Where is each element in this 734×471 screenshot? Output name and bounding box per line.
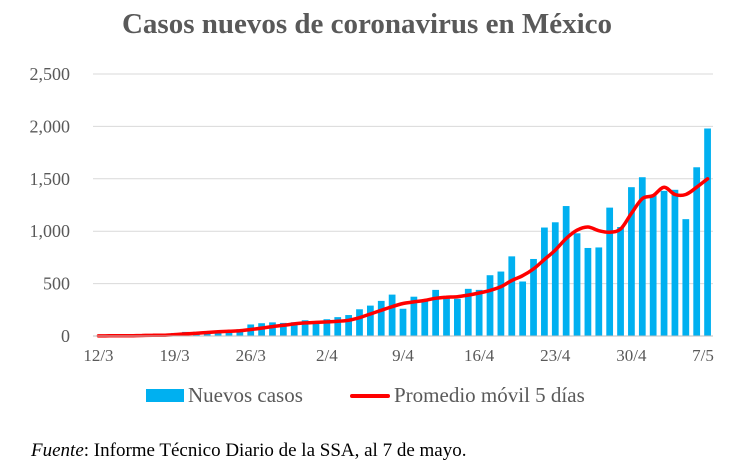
bar [682, 219, 690, 336]
x-tick-label: 19/3 [159, 346, 189, 365]
legend-item-nuevos-casos: Nuevos casos [146, 383, 303, 408]
y-tick-label: 2,000 [30, 116, 71, 136]
x-tick-label: 30/4 [616, 346, 647, 365]
bar [345, 315, 352, 336]
bar [410, 296, 418, 336]
bar [464, 288, 472, 336]
bar [530, 258, 537, 336]
x-tick-label: 2/4 [316, 346, 338, 365]
source-note: Fuente: Informe Técnico Diario de la SSA… [31, 440, 466, 462]
bar [704, 128, 711, 336]
bar [573, 233, 581, 336]
bar [628, 187, 635, 336]
bar [236, 329, 244, 336]
bar [551, 222, 559, 336]
bar [562, 206, 570, 336]
bar [519, 281, 527, 336]
x-tick-label: 9/4 [392, 346, 414, 365]
bar [356, 309, 363, 336]
bar [584, 247, 592, 336]
x-tick-label: 23/4 [540, 346, 571, 365]
y-tick-label: 1,500 [30, 169, 71, 189]
bar [225, 330, 233, 336]
bar [443, 297, 450, 336]
line-series [96, 177, 710, 338]
y-tick-label: 2,500 [30, 64, 71, 84]
legend-item-promedio-movil: Promedio móvil 5 días [350, 383, 585, 408]
y-tick-label: 1,000 [30, 221, 71, 241]
bar [486, 275, 494, 336]
source-text: : Informe Técnico Diario de la SSA, al 7… [83, 440, 467, 461]
legend-line-swatch [350, 393, 390, 398]
x-tick-label: 26/3 [236, 346, 266, 365]
bar [279, 322, 287, 336]
legend-label-promedio-movil: Promedio móvil 5 días [394, 383, 585, 407]
bar [421, 300, 429, 336]
bar [541, 227, 548, 336]
x-axis: 12/3 19/3 26/3 2/4 9/4 16/4 23/4 30/4 7/5 [83, 335, 714, 365]
bar [290, 322, 298, 336]
source-prefix: Fuente [31, 440, 84, 461]
y-tick-label: 500 [43, 274, 70, 294]
bar [508, 256, 516, 336]
y-tick-label: 0 [61, 326, 70, 346]
x-tick-label: 12/3 [83, 346, 113, 365]
legend-bar-swatch [146, 389, 184, 402]
bar [388, 294, 396, 336]
bar [399, 308, 407, 336]
bar [366, 305, 374, 336]
bar-series [95, 128, 711, 336]
bar [377, 300, 385, 336]
bar [334, 317, 342, 336]
bar [595, 247, 603, 336]
bar [617, 227, 624, 336]
moving-average-line [96, 177, 710, 338]
bar [301, 320, 309, 336]
legend: Nuevos casos Promedio móvil 5 días [0, 383, 734, 413]
x-tick-label: 7/5 [692, 346, 714, 365]
bar [660, 190, 668, 336]
bar [312, 322, 320, 336]
bar [638, 177, 646, 336]
bar [432, 289, 440, 336]
bar [323, 319, 331, 336]
x-tick-label: 16/4 [464, 346, 495, 365]
bar [649, 195, 657, 336]
bar [269, 322, 276, 336]
bar [475, 289, 483, 336]
y-axis-ticks: 0 500 1,000 1,500 2,000 2,500 [30, 64, 71, 346]
legend-label-nuevos-casos: Nuevos casos [188, 383, 303, 407]
chart-plot: 0 500 1,000 1,500 2,000 2,500 12/3 19/3 26/3 2/4… [30, 64, 714, 365]
bar [454, 298, 461, 336]
bar [606, 207, 614, 336]
chart-title: Casos nuevos de coronavirus en México [121, 8, 613, 40]
bar [497, 271, 505, 336]
bar [671, 189, 679, 336]
bar [693, 167, 701, 336]
